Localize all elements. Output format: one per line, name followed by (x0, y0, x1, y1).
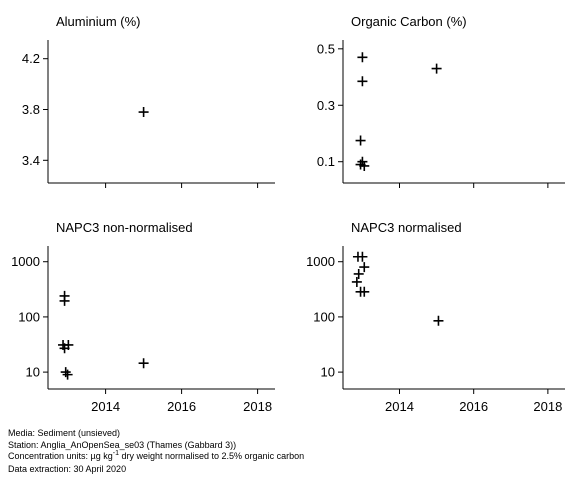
y-tick-label: 1000 (11, 254, 40, 269)
chart-panel-3: NAPC3 non-normalised 10 100 1000 2014 2016 201… (11, 220, 275, 414)
footer-extraction: Data extraction: 30 April 2020 (8, 463, 127, 474)
data-point-marker (359, 262, 370, 273)
y-tick-label: 4.2 (22, 51, 40, 66)
y-tick-label: 100 (18, 309, 40, 324)
data-point-marker (357, 251, 368, 262)
y-tick-label: 10 (321, 365, 335, 380)
y-tick-label: 3.4 (22, 153, 40, 168)
footer-notes: Media: Sediment (unsieved) Station: Angl… (8, 428, 304, 475)
data-point-marker (359, 160, 370, 171)
y-tick-label: 3.8 (22, 102, 40, 117)
chart-panel-2: Organic Carbon (%) 0.1 0.3 0.5 (317, 14, 565, 188)
data-point-marker (357, 52, 368, 63)
data-point-marker (138, 107, 149, 118)
figure: Aluminium (%) 3.4 3.8 4.2 Organic Carbon (%)… (11, 14, 565, 414)
chart-title: Organic Carbon (%) (351, 14, 467, 29)
y-tick-label: 0.3 (317, 98, 335, 113)
data-point-marker (62, 369, 73, 380)
x-tick-label: 2014 (91, 399, 120, 414)
x-tick-label: 2016 (459, 399, 488, 414)
y-tick-label: 100 (313, 309, 335, 324)
y-tick-label: 1000 (306, 254, 335, 269)
data-point-marker (357, 76, 368, 87)
data-point-marker (431, 63, 442, 74)
footer-units: Concentration units: µg kg-1 dry weight … (8, 450, 305, 464)
footer-station: Station: Anglia_AnOpenSea_se03 (Thames (… (8, 439, 237, 450)
data-point-marker (60, 367, 71, 378)
footer-media: Media: Sediment (unsieved) (8, 428, 121, 438)
footer-units-superscript: -1 (112, 450, 119, 457)
y-tick-label: 0.1 (317, 154, 335, 169)
data-point-marker (355, 135, 366, 146)
chart-panel-1: Aluminium (%) 3.4 3.8 4.2 (22, 14, 275, 188)
data-point-marker (138, 358, 149, 369)
x-tick-label: 2018 (533, 399, 562, 414)
chart-title: NAPC3 normalised (351, 220, 462, 235)
x-tick-label: 2018 (243, 399, 272, 414)
footer-units-suffix: dry weight normalised to 2.5% organic ca… (118, 451, 305, 461)
chart-panel-4: NAPC3 normalised 10 100 1000 2014 2016 2018 (306, 220, 565, 414)
chart-title: Aluminium (%) (56, 14, 141, 29)
footer-units-prefix: Concentration units: µg kg (8, 451, 113, 461)
x-tick-label: 2014 (385, 399, 414, 414)
chart-title: NAPC3 non-normalised (56, 220, 193, 235)
x-tick-label: 2016 (167, 399, 196, 414)
data-point-marker (433, 315, 444, 326)
data-point-marker (359, 286, 370, 297)
y-tick-label: 10 (26, 365, 40, 380)
y-tick-label: 0.5 (317, 41, 335, 56)
data-point-marker (353, 268, 364, 279)
data-point-marker (351, 276, 362, 287)
data-point-marker (59, 343, 70, 354)
data-point-marker (59, 295, 70, 306)
